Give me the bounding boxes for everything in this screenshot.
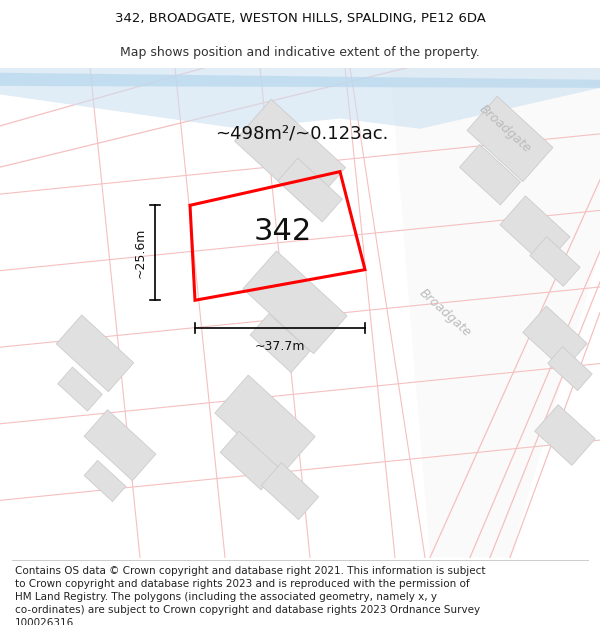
Text: ~25.6m: ~25.6m [134,228,147,278]
Polygon shape [56,315,134,392]
Polygon shape [58,367,102,411]
Polygon shape [548,347,592,391]
Polygon shape [467,96,553,182]
Polygon shape [523,306,587,370]
Polygon shape [243,251,347,354]
Text: Broadgate: Broadgate [476,102,533,156]
Text: Contains OS data © Crown copyright and database right 2021. This information is : Contains OS data © Crown copyright and d… [15,566,485,625]
Text: Map shows position and indicative extent of the property.: Map shows position and indicative extent… [120,46,480,59]
Polygon shape [220,431,280,490]
Polygon shape [215,375,315,474]
Text: ~37.7m: ~37.7m [255,340,305,353]
Polygon shape [390,68,600,558]
Text: ~498m²/~0.123ac.: ~498m²/~0.123ac. [215,125,388,143]
Polygon shape [535,404,595,466]
Text: 342, BROADGATE, WESTON HILLS, SPALDING, PE12 6DA: 342, BROADGATE, WESTON HILLS, SPALDING, … [115,12,485,26]
Polygon shape [262,462,319,519]
Polygon shape [460,144,520,205]
Polygon shape [500,196,570,266]
Polygon shape [250,314,310,372]
Polygon shape [278,158,343,222]
Polygon shape [530,237,580,286]
Polygon shape [84,410,156,481]
Text: 342: 342 [253,217,311,246]
Polygon shape [84,461,126,501]
Text: Broadgate: Broadgate [416,286,473,339]
Polygon shape [0,68,600,129]
Polygon shape [0,72,600,88]
Polygon shape [235,99,346,209]
